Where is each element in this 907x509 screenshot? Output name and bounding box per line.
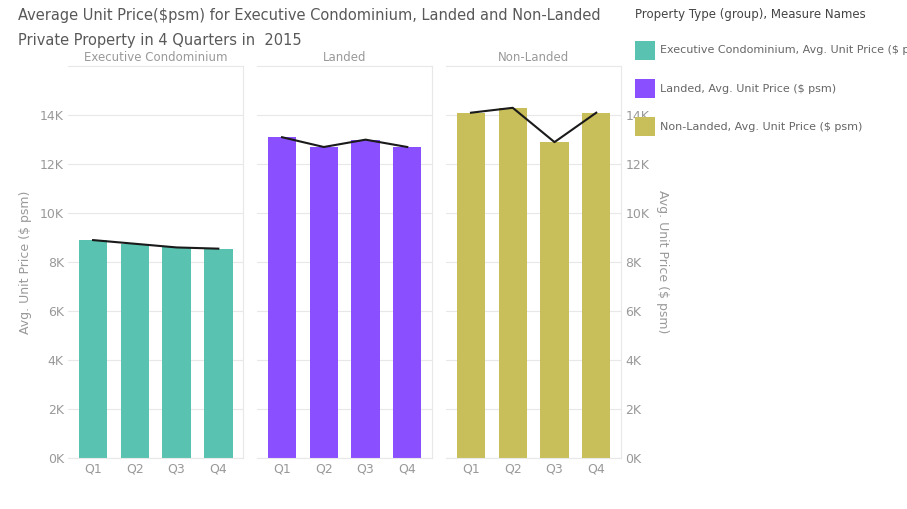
- Bar: [499, 108, 527, 458]
- Bar: [121, 244, 149, 458]
- Text: Property Type (group), Measure Names: Property Type (group), Measure Names: [635, 8, 865, 21]
- Bar: [541, 142, 569, 458]
- Title: Landed: Landed: [323, 50, 366, 64]
- Title: Non-Landed: Non-Landed: [498, 50, 570, 64]
- Y-axis label: Avg. Unit Price ($ psm): Avg. Unit Price ($ psm): [18, 190, 32, 334]
- Y-axis label: Avg. Unit Price ($ psm): Avg. Unit Price ($ psm): [656, 190, 668, 334]
- Text: Executive Condominium, Avg. Unit Price ($ psm): Executive Condominium, Avg. Unit Price (…: [660, 45, 907, 55]
- Bar: [309, 147, 338, 458]
- Text: Landed, Avg. Unit Price ($ psm): Landed, Avg. Unit Price ($ psm): [660, 83, 836, 94]
- Bar: [351, 139, 380, 458]
- Text: Non-Landed, Avg. Unit Price ($ psm): Non-Landed, Avg. Unit Price ($ psm): [660, 122, 863, 132]
- Text: Average Unit Price($psm) for Executive Condominium, Landed and Non-Landed: Average Unit Price($psm) for Executive C…: [18, 8, 600, 22]
- Text: Private Property in 4 Quarters in  2015: Private Property in 4 Quarters in 2015: [18, 33, 302, 48]
- Bar: [79, 240, 107, 458]
- Bar: [457, 112, 485, 458]
- Bar: [204, 249, 232, 458]
- Bar: [268, 137, 297, 458]
- Bar: [162, 247, 190, 458]
- Title: Executive Condominium: Executive Condominium: [84, 50, 228, 64]
- Bar: [393, 147, 422, 458]
- Bar: [582, 112, 610, 458]
